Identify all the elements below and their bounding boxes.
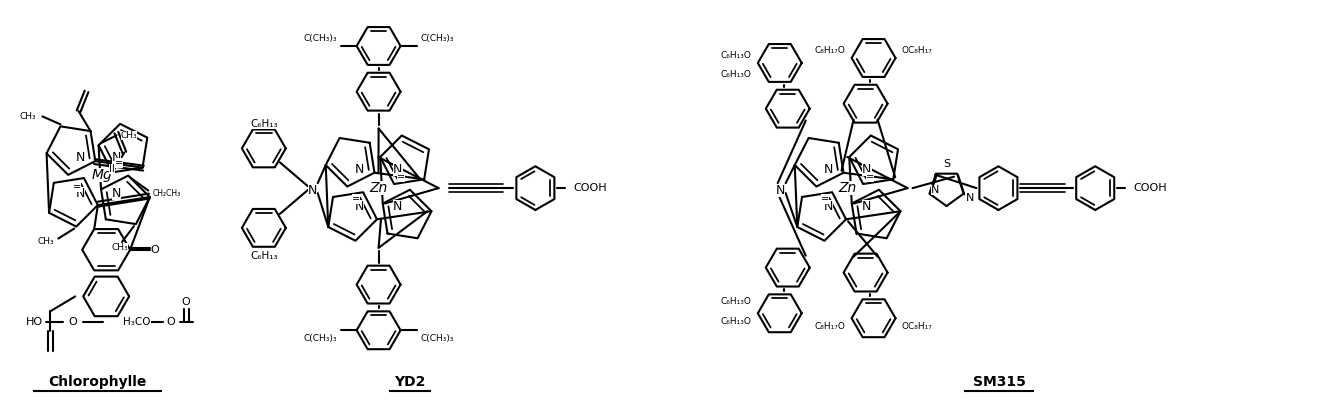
Text: N: N [776,183,785,197]
Text: SM315: SM315 [973,375,1025,389]
Text: C₆H₁₃O: C₆H₁₃O [721,297,752,306]
Text: COOH: COOH [573,183,607,193]
Text: Chlorophylle: Chlorophylle [48,375,148,389]
Polygon shape [326,138,374,186]
Polygon shape [844,254,887,291]
Text: C₈H₁₇O: C₈H₁₇O [815,46,845,54]
Text: N: N [111,187,121,200]
Polygon shape [766,90,809,127]
Text: C(CH₃)₃: C(CH₃)₃ [420,34,454,43]
Polygon shape [852,39,895,77]
Text: S: S [943,159,950,169]
Text: O: O [68,317,78,327]
Text: N: N [931,185,939,195]
Polygon shape [98,124,148,172]
Text: C₈H₁₇O: C₈H₁₇O [815,322,845,331]
Text: =: = [72,182,82,192]
Polygon shape [758,294,801,332]
Text: C₆H₁₃: C₆H₁₃ [250,251,278,261]
Text: C₆H₁₃O: C₆H₁₃O [721,51,752,59]
Polygon shape [930,173,964,206]
Polygon shape [242,209,286,247]
Text: O: O [166,317,176,327]
Text: CH₂CH₃: CH₂CH₃ [152,189,180,198]
Text: Zn: Zn [369,181,388,195]
Polygon shape [758,44,801,82]
Text: =: = [866,172,874,182]
Polygon shape [517,166,554,210]
Text: =: = [353,194,361,204]
Text: O: O [181,298,191,308]
Text: C₆H₁₃: C₆H₁₃ [250,119,278,129]
Text: =: = [397,172,405,182]
Text: OC₈H₁₇: OC₈H₁₇ [902,322,933,331]
Polygon shape [380,136,429,184]
Text: C(CH₃)₃: C(CH₃)₃ [303,334,337,343]
Polygon shape [83,277,129,316]
Polygon shape [844,85,887,122]
Polygon shape [766,249,809,286]
Text: N: N [862,200,871,213]
Polygon shape [1076,166,1114,210]
Text: CH₃: CH₃ [20,112,36,121]
Polygon shape [357,266,400,303]
Text: N: N [824,200,833,213]
Polygon shape [329,192,377,241]
Polygon shape [50,178,98,227]
Text: Zn: Zn [839,181,856,195]
Text: N: N [393,164,403,176]
Text: HO: HO [27,317,43,327]
Polygon shape [357,73,400,111]
Text: N: N [824,164,833,176]
Polygon shape [980,166,1017,210]
Polygon shape [242,129,286,167]
Text: YD2: YD2 [395,375,425,389]
Text: CH₃: CH₃ [111,244,129,252]
Text: H₃CO: H₃CO [123,317,150,327]
Text: CH₃: CH₃ [38,237,54,246]
Polygon shape [82,229,130,270]
Text: N: N [393,200,403,213]
Polygon shape [852,190,900,238]
Text: N: N [965,193,974,203]
Text: N: N [75,151,85,164]
Text: N: N [75,187,85,200]
Text: C(CH₃)₃: C(CH₃)₃ [420,334,454,343]
Text: =: = [821,194,829,204]
Polygon shape [794,138,844,186]
Text: N: N [862,164,871,176]
Text: OC₈H₁₇: OC₈H₁₇ [902,46,933,54]
Text: Mg: Mg [91,168,113,182]
Text: C₆H₁₃O: C₆H₁₃O [721,71,752,79]
Polygon shape [47,126,95,175]
Polygon shape [852,299,895,337]
Polygon shape [382,190,432,238]
Text: CH₃: CH₃ [121,131,137,140]
Text: COOH: COOH [1133,183,1166,193]
Text: N: N [111,151,121,164]
Text: O: O [150,245,160,255]
Text: C₆H₁₃O: C₆H₁₃O [721,317,752,326]
Polygon shape [101,176,150,224]
Text: N: N [354,200,364,213]
Polygon shape [357,27,400,65]
Text: =: = [115,158,123,168]
Polygon shape [357,311,400,349]
Text: N: N [309,183,318,197]
Text: N: N [354,164,364,176]
Polygon shape [797,192,845,241]
Text: C(CH₃)₃: C(CH₃)₃ [303,34,337,43]
Text: II: II [109,164,115,174]
Polygon shape [849,136,898,184]
